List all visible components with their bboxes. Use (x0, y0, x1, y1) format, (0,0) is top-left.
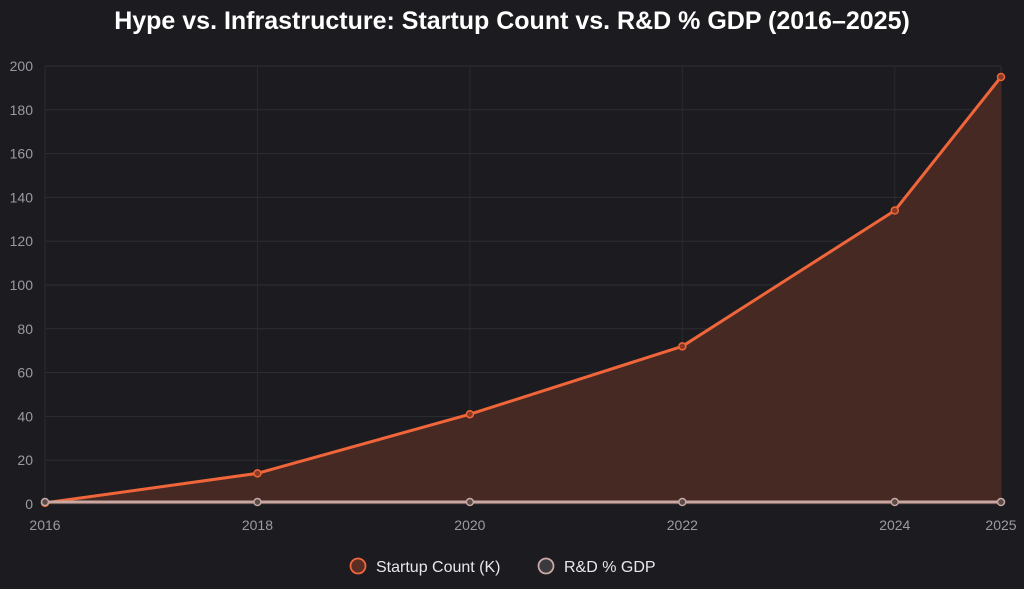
x-tick-label: 2018 (242, 517, 273, 533)
series-area-0 (45, 76, 1001, 504)
data-point[interactable] (253, 469, 262, 478)
y-tick-label: 200 (10, 58, 34, 74)
y-tick-label: 120 (10, 233, 34, 249)
legend-item[interactable]: R&D % GDP (537, 557, 656, 577)
data-point[interactable] (465, 409, 475, 419)
x-tick-label: 2016 (29, 517, 60, 533)
data-point[interactable] (996, 72, 1006, 82)
data-point[interactable] (890, 206, 900, 215)
data-point[interactable] (253, 497, 262, 507)
legend-label: R&D % GDP (564, 559, 656, 576)
legend-item[interactable]: Startup Count (K) (349, 557, 501, 577)
x-tick-label: 2022 (667, 517, 698, 533)
y-tick-label: 80 (17, 321, 33, 337)
data-point[interactable] (890, 497, 900, 507)
axis-layer: 0 20 40 60 80 100 120 140 160 180 200 2016 2018 2020 2… (10, 58, 1017, 533)
y-tick-label: 160 (10, 146, 34, 162)
y-tick-label: 140 (10, 189, 34, 205)
x-tick-label: 2025 (985, 517, 1016, 533)
data-point[interactable] (465, 497, 475, 507)
y-tick-label: 20 (17, 452, 33, 468)
x-tick-label: 2020 (454, 517, 485, 533)
legend-marker (537, 557, 555, 575)
y-tick-label: 180 (10, 102, 34, 118)
series-layer (40, 72, 1006, 508)
legend-marker (349, 557, 367, 575)
legend[interactable]: Startup Count (K) R&D % GDP (349, 557, 656, 577)
y-tick-label: 0 (25, 496, 33, 512)
series-line-0 (44, 76, 1003, 505)
data-point[interactable] (678, 342, 687, 351)
y-tick-label: 40 (17, 408, 33, 424)
data-point[interactable] (40, 497, 50, 507)
legend-label: Startup Count (K) (376, 559, 501, 576)
chart-title: Hype vs. Infrastructure: Startup Count v… (114, 7, 910, 35)
data-point[interactable] (996, 497, 1006, 507)
y-tick-label: 100 (10, 277, 34, 293)
data-point[interactable] (678, 497, 687, 507)
y-tick-label: 60 (17, 365, 33, 381)
x-tick-label: 2024 (879, 517, 910, 533)
